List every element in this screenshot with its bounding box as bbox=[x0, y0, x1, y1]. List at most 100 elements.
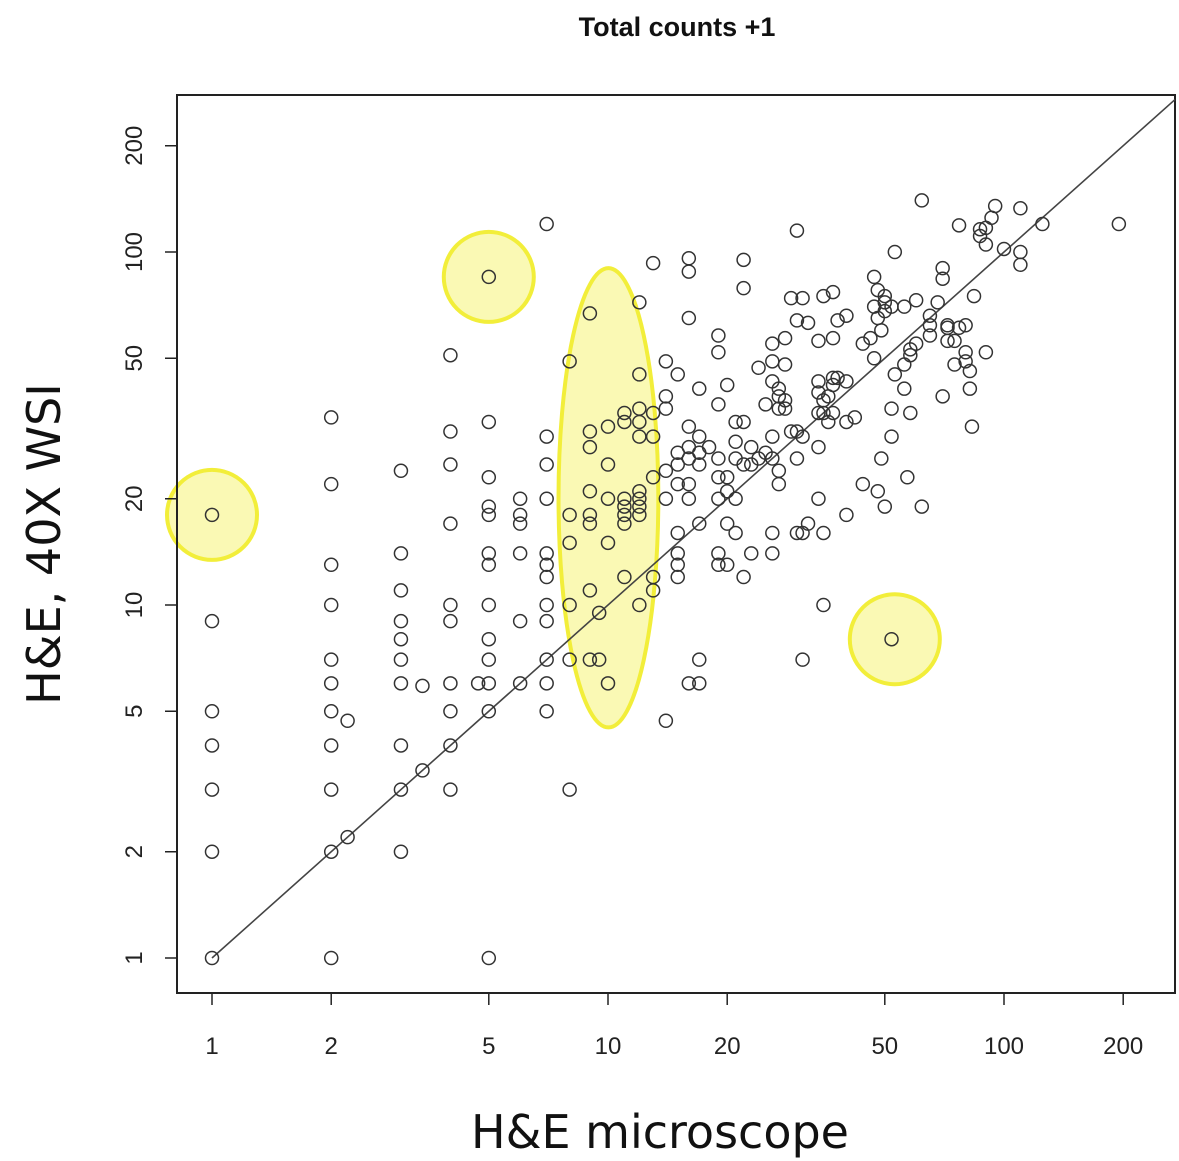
data-point bbox=[393, 613, 409, 629]
data-point bbox=[617, 491, 632, 506]
data-point bbox=[839, 308, 854, 323]
x-axis: 1 2 5 10 20 50 100 200 bbox=[205, 993, 1143, 1060]
data-point bbox=[870, 310, 886, 326]
data-point bbox=[481, 950, 497, 966]
data-point bbox=[323, 782, 339, 797]
data-point bbox=[877, 288, 893, 304]
identity-line bbox=[211, 98, 1176, 959]
data-point bbox=[870, 484, 886, 499]
data-point bbox=[658, 389, 674, 404]
data-point bbox=[393, 583, 409, 598]
data-point bbox=[777, 393, 793, 408]
data-point bbox=[816, 288, 831, 304]
data-point bbox=[539, 557, 554, 573]
data-point bbox=[681, 264, 697, 279]
data-point bbox=[900, 470, 915, 485]
data-point bbox=[481, 631, 497, 647]
data-point bbox=[632, 507, 647, 523]
data-point bbox=[340, 829, 355, 845]
y-tick-label: 20 bbox=[121, 485, 148, 512]
data-point bbox=[512, 613, 528, 629]
data-point bbox=[481, 546, 497, 561]
point-layer bbox=[204, 193, 1127, 966]
data-point bbox=[884, 429, 899, 444]
data-point bbox=[887, 367, 903, 382]
data-point bbox=[443, 704, 458, 719]
data-point bbox=[539, 546, 554, 561]
data-point bbox=[670, 546, 685, 561]
data-point bbox=[481, 470, 497, 485]
x-tick-label: 10 bbox=[595, 1033, 622, 1060]
data-point bbox=[1013, 201, 1028, 216]
data-point bbox=[323, 738, 339, 753]
data-point bbox=[962, 363, 978, 379]
data-point bbox=[582, 516, 598, 531]
data-point bbox=[751, 360, 766, 375]
data-point bbox=[323, 476, 339, 492]
data-point bbox=[681, 491, 697, 506]
x-tick-label: 5 bbox=[482, 1033, 495, 1060]
data-point bbox=[681, 251, 697, 266]
data-point bbox=[719, 484, 735, 499]
data-point bbox=[847, 410, 863, 425]
data-point bbox=[765, 525, 780, 541]
data-point bbox=[711, 345, 726, 360]
data-point bbox=[670, 476, 685, 492]
data-point bbox=[658, 401, 674, 416]
data-point bbox=[632, 597, 647, 613]
data-point bbox=[922, 318, 938, 333]
data-point bbox=[765, 336, 780, 351]
data-point bbox=[443, 516, 458, 531]
data-point bbox=[393, 463, 409, 479]
y-tick-label: 10 bbox=[121, 592, 148, 619]
data-point bbox=[539, 613, 554, 629]
data-point bbox=[958, 318, 973, 333]
data-point bbox=[789, 451, 805, 466]
data-point bbox=[771, 476, 787, 492]
data-point bbox=[681, 476, 697, 492]
x-axis-title: H&E microscope bbox=[471, 1105, 849, 1159]
x-tick-label: 100 bbox=[984, 1033, 1024, 1060]
data-point bbox=[811, 374, 826, 389]
data-point bbox=[947, 357, 962, 372]
data-point bbox=[582, 507, 598, 523]
data-point bbox=[958, 345, 973, 360]
data-point bbox=[951, 218, 967, 233]
x-tick-label: 20 bbox=[714, 1033, 741, 1060]
data-point bbox=[800, 315, 816, 331]
data-point bbox=[632, 491, 647, 506]
data-point bbox=[811, 405, 826, 421]
data-point bbox=[582, 652, 598, 667]
data-point bbox=[582, 583, 598, 598]
data-point bbox=[692, 381, 707, 396]
data-point bbox=[728, 491, 743, 506]
data-point bbox=[908, 336, 924, 351]
data-point bbox=[940, 318, 955, 333]
data-point bbox=[393, 652, 409, 667]
data-point bbox=[816, 597, 831, 613]
y-tick-label: 1 bbox=[121, 951, 148, 964]
data-point bbox=[443, 597, 458, 613]
chart-title: Total counts +1 bbox=[579, 12, 776, 42]
data-point bbox=[987, 198, 1003, 214]
data-point bbox=[972, 221, 988, 237]
data-point bbox=[670, 525, 685, 541]
data-point bbox=[617, 499, 632, 514]
data-point bbox=[582, 424, 598, 439]
data-point bbox=[600, 419, 616, 434]
data-point bbox=[765, 429, 780, 444]
data-point bbox=[825, 284, 841, 300]
data-point bbox=[866, 351, 882, 366]
data-point bbox=[481, 676, 497, 691]
data-point bbox=[777, 401, 793, 416]
data-point bbox=[204, 507, 220, 523]
data-point bbox=[903, 347, 918, 363]
data-point bbox=[617, 569, 632, 585]
y-tick-label: 5 bbox=[121, 705, 148, 718]
data-point bbox=[539, 652, 554, 667]
data-point bbox=[839, 507, 854, 523]
data-point bbox=[962, 381, 978, 396]
data-point bbox=[771, 463, 787, 479]
data-point bbox=[512, 516, 528, 531]
data-point bbox=[562, 354, 577, 369]
